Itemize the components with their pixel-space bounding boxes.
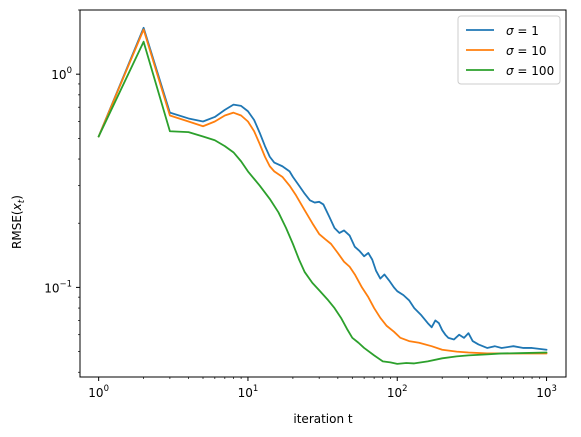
axis-ticks: 100 101 102 103 10−1 100 (44, 9, 557, 400)
series-line-1 (97, 26, 548, 351)
legend: σ = 1 σ = 10 σ = 100 (457, 15, 561, 85)
plot-area (97, 26, 548, 365)
x-tick-label-4: 103 (536, 384, 557, 400)
x-tick-label-2: 101 (238, 384, 259, 400)
legend-label-sigma-100: σ = 100 (506, 64, 554, 78)
axes-frame (79, 9, 567, 378)
series-line-3 (97, 40, 548, 365)
y-tick-label-2: 100 (51, 66, 72, 82)
legend-label-sigma-1: σ = 1 (506, 24, 539, 38)
x-tick-label-3: 102 (387, 384, 408, 400)
legend-label-sigma-10: σ = 10 (506, 44, 547, 58)
y-axis-label: RMSE(xt) (10, 195, 27, 249)
legend-box (457, 15, 561, 85)
y-tick-label-1: 10−1 (44, 279, 72, 295)
series-line-2 (97, 28, 548, 355)
x-tick-label-1: 100 (88, 384, 109, 400)
x-axis-label: iteration t (293, 412, 353, 426)
